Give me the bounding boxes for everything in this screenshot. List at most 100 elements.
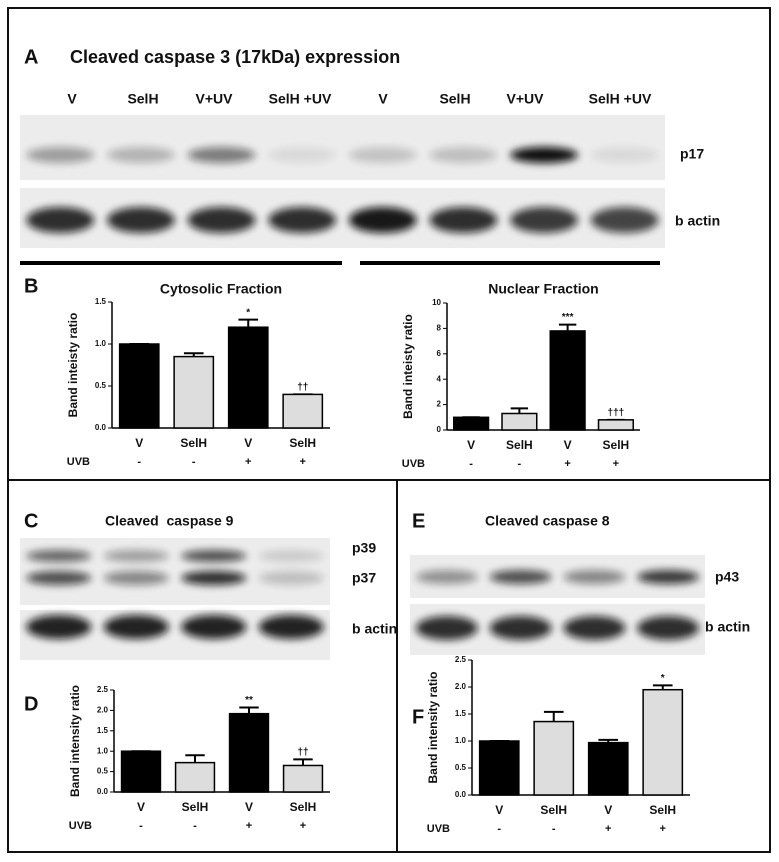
blot-band [415,616,478,640]
y-tick-label: 4 [437,374,442,383]
blot-band [510,207,578,233]
panel-title: Cleaved caspase 9 [105,513,234,529]
x-tick-label: V [467,438,475,452]
lane-label: SelH +UV [269,91,332,107]
bar [228,712,270,793]
bar [597,419,634,431]
x-tick-label: SelH [180,436,207,450]
bar [174,761,216,793]
lane-label: V+UV [196,91,234,107]
lane-label: SelH [439,91,470,107]
bar [587,741,629,796]
bar [642,688,684,796]
treatment-label: + [246,820,252,832]
panel-letter: E [412,510,425,532]
blot-band [107,147,175,163]
blot-band [26,207,95,233]
blot-band [268,207,337,233]
y-axis-label: Band inteisty ratio [401,314,415,419]
y-tick-label: 6 [437,349,442,358]
treatment-label: - [192,456,196,468]
bar [227,326,269,429]
blot-band [268,147,337,163]
treatment-name: UVB [69,820,92,832]
bar [501,412,538,431]
panel-letter: B [24,275,38,297]
treatment-label: + [564,458,570,470]
band-label: b actin [705,619,750,635]
bar [453,416,490,431]
bar [173,355,215,429]
panel-letter: A [24,46,38,68]
y-tick-label: 2 [437,400,442,409]
blot-band [103,550,169,562]
blot-band [489,570,552,584]
annotation: *** [562,312,574,323]
y-tick-label: 0.5 [97,767,109,776]
panel-letter: D [24,693,38,715]
blot-band [489,616,552,640]
treatment-label: + [300,820,306,832]
x-tick-label: SelH [649,803,676,817]
blot-band [563,616,626,640]
annotation: * [661,673,665,684]
y-tick-label: 8 [437,324,442,333]
blot-band [258,550,324,562]
annotation: †† [297,382,308,393]
y-tick-label: 2.0 [97,706,109,715]
y-tick-label: 2.0 [455,682,467,691]
treatment-label: - [518,458,522,470]
panel-title: Cleaved caspase 3 (17kDa) expression [70,47,400,67]
y-tick-label: 0.5 [95,381,107,390]
treatment-label: - [552,823,556,835]
x-tick-label: SelH [603,438,630,452]
y-tick-label: 10 [432,298,441,307]
annotation: ** [245,695,253,706]
blot [20,538,330,605]
outer-border [7,7,771,853]
blot-band [258,615,324,639]
y-tick-label: 0.0 [455,790,467,799]
blot-band [26,550,92,562]
blot-band [181,550,247,562]
y-axis-label: Band inteisty ratio [66,313,80,418]
blot-band [415,570,478,584]
y-tick-label: 1.0 [95,339,107,348]
lane-label: SelH [127,91,158,107]
treatment-label: - [139,820,143,832]
y-axis-label: Band intensity ratio [68,685,82,797]
chart-title: Cytosolic Fraction [160,281,282,297]
annotation: ††† [608,407,625,418]
band-label: p37 [352,570,376,586]
y-tick-label: 1.0 [455,736,467,745]
treatment-label: + [605,823,611,835]
bar [533,720,575,796]
treatment-label: + [660,823,666,835]
y-tick-label: 1.5 [95,297,107,306]
y-tick-label: 2.5 [455,655,467,664]
lane-label: V+UV [507,91,545,107]
x-tick-label: V [135,436,143,450]
treatment-label: - [137,456,141,468]
blot-band [429,147,498,163]
y-tick-label: 2.5 [97,685,109,694]
band-label: p39 [352,540,376,556]
treatment-label: - [193,820,197,832]
blot-band [590,207,659,233]
blot-band [103,571,169,585]
y-tick-label: 1.0 [97,746,109,755]
blot-band [637,570,700,584]
y-tick-label: 1.5 [97,726,109,735]
x-tick-label: V [245,800,253,814]
bar [282,764,324,793]
bar [120,750,162,793]
panel-title: Cleaved caspase 8 [485,513,610,529]
y-axis-label: Band intensity ratio [426,671,440,783]
x-tick-label: SelH [540,803,567,817]
treatment-label: + [613,458,619,470]
treatment-label: - [469,458,473,470]
band-label: b actin [352,621,397,637]
band-label: p43 [715,569,739,585]
x-tick-label: SelH [182,800,209,814]
